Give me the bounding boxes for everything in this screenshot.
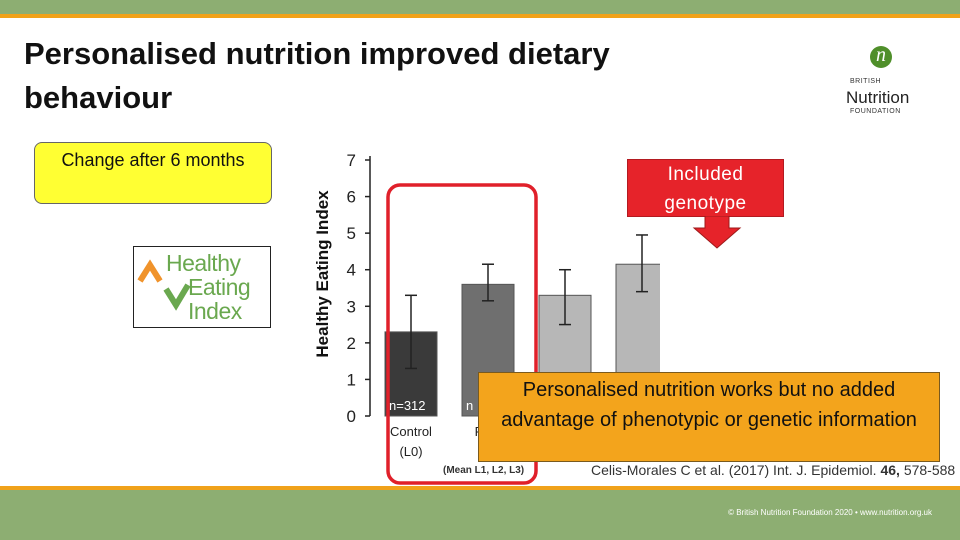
bottom-accent-line [0, 486, 960, 490]
hei-word1: Healthy [166, 250, 241, 276]
hei-chevron-icon [137, 259, 191, 311]
y-tick-label: 6 [347, 188, 356, 207]
bnf-logo-line1: BRITISH [850, 78, 882, 85]
x-tick-label: (L0) [399, 444, 422, 459]
genotype-callout-line1: Included [667, 164, 744, 185]
bnf-leaf-icon [870, 46, 892, 68]
bnf-logo-line3: FOUNDATION [850, 108, 901, 115]
y-tick-label: 2 [347, 334, 356, 353]
genotype-callout-line2: genotype [664, 193, 747, 214]
bottom-banner [0, 486, 960, 540]
genotype-callout: Included genotype [627, 159, 784, 217]
conclusion-callout: Personalised nutrition works but no adde… [478, 372, 940, 462]
y-tick-label: 4 [347, 261, 356, 280]
citation-pages: 578-588 [903, 462, 956, 478]
axis-note: (Mean L1, L2, L3) [443, 465, 524, 476]
x-tick-label: Control [390, 424, 432, 439]
top-banner [0, 0, 960, 14]
highlight-box [386, 183, 538, 485]
y-tick-label: 7 [347, 151, 356, 170]
bar-count-label: n=312 [389, 398, 426, 413]
slide-title-line1: Personalised nutrition improved dietary [24, 36, 610, 71]
y-tick-label: 0 [347, 407, 356, 426]
y-axis-label: Healthy Eating Index [313, 190, 332, 358]
y-tick-label: 3 [347, 297, 356, 316]
y-tick-label: 1 [347, 370, 356, 389]
down-arrow-icon [692, 216, 742, 249]
bnf-logo-letter: n [876, 44, 886, 66]
citation: Celis-Morales C et al. (2017) Int. J. Ep… [591, 462, 955, 478]
citation-volume: 46, [880, 462, 900, 478]
footer-text: © British Nutrition Foundation 2020 • ww… [728, 508, 932, 517]
healthy-eating-index-logo: Healthy Eating Index [133, 246, 271, 328]
y-tick-label: 5 [347, 224, 356, 243]
slide-title: Personalised nutrition improved dietary … [24, 32, 784, 120]
change-callout: Change after 6 months [34, 142, 272, 204]
slide-title-line2: behaviour [24, 80, 173, 115]
citation-prefix: Celis-Morales C et al. (2017) Int. J. Ep… [591, 462, 877, 478]
top-accent-line [0, 14, 960, 18]
hei-word2: Eating [188, 274, 251, 300]
bar [384, 331, 438, 417]
hei-word3: Index [188, 298, 242, 324]
bnf-logo-line2: Nutrition [846, 88, 910, 107]
bar-count-label: n [466, 398, 473, 413]
bnf-logo: n BRITISH Nutrition FOUNDATION [832, 44, 928, 118]
